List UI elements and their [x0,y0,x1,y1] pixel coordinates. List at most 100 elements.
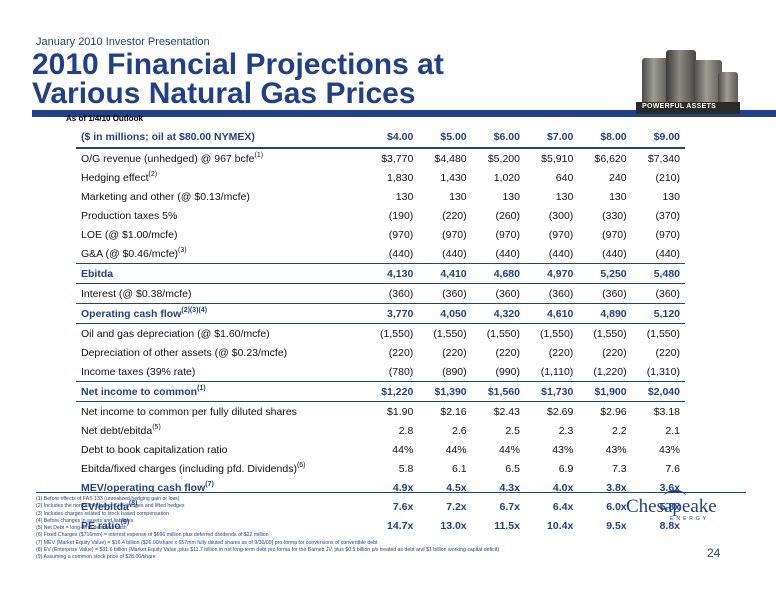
row-value: (970) [442,228,467,241]
footnote: (3) Includes charges related to stock ba… [36,510,169,517]
row-value: 5,120 [631,303,685,324]
can-graphic [642,58,668,106]
row-label-text: Hedging effect [81,171,149,184]
row-value: (220) [442,209,467,222]
footnote: (7) MEV (Market Equity Value) = $16.4 bi… [36,539,378,546]
row-value: $3,770 [381,152,414,165]
row-value: 44% [498,443,520,456]
row-value: 10.4x [547,519,574,532]
row-value: (780) [388,365,414,378]
row-value: (220) [388,346,414,359]
table-row: O/G revenue (unhedged) @ 967 bcfe(1) $3,7… [76,148,685,168]
row-value: 4.0x [552,481,574,494]
table-row: Production taxes 5% (190) (220) (260) (300) (… [76,206,685,225]
row-value: (440) [602,247,627,260]
row-value: (1,550) [646,327,680,340]
row-value: 44% [445,443,467,456]
row-label: Net income to common(1) [76,381,365,402]
can-graphic [666,50,696,106]
row-value: (1,550) [486,327,520,340]
footnote-ref: (2) [148,170,158,178]
row-value: 4,410 [418,263,472,284]
row-value: (1,550) [593,327,627,340]
price-header: $4.00 [364,126,419,149]
price-header: $9.00 [631,126,685,149]
table-row: Hedging effect(2) 1,830 1,430 1,020 640 240 (2… [76,168,685,187]
row-value: $1,220 [364,381,419,402]
row-value: 3.8x [606,481,627,494]
row-value: (970) [655,228,680,241]
row-value: 5.8x [659,500,680,513]
row-label-text: PE ratio [81,519,121,532]
row-value: 4.9x [392,481,414,494]
table-row: LOE (@ $1.00/mcfe) (970) (970) (970) (970) (9… [76,225,685,244]
row-value: $2,040 [631,381,685,402]
row-label: O/G revenue (unhedged) @ 967 bcfe(1) [76,148,365,168]
row-value: $2.96 [600,405,627,418]
row-value: 4,130 [364,263,419,284]
row-label: Ebitda [76,263,365,284]
logo-arc-icon [664,490,686,502]
footnote-ref: (3) [178,246,187,254]
row-value: 6.9 [558,462,574,475]
row-label: Production taxes 5% [76,206,365,225]
row-value: (360) [655,287,680,300]
row-value: (220) [495,346,520,359]
row-value: (330) [602,209,627,222]
footnote-ref: (2)(3)(4) [181,306,208,314]
row-value: (360) [495,287,520,300]
row-value: $2.16 [440,405,467,418]
table-row: Operating cash flow(2)(3)(4) 3,770 4,050 4,… [76,303,685,324]
row-label-text: Net income to common [81,385,198,398]
row-value: (370) [655,209,680,222]
table-row: Depreciation of other assets (@ $0.23/mc… [76,343,685,362]
row-value: (360) [602,287,627,300]
footnote: (4) Before changes in assets and liabili… [36,517,134,524]
footnote-ref: (8) [128,499,138,507]
row-value: 2.8 [398,424,414,437]
table-header-label: ($ in millions; oil at $80.00 NYMEX) [76,126,365,149]
row-value: 1,020 [493,171,520,184]
table-row: PE ratio(9) 14.7x 13.0x 11.5x 10.4x 9.5x 8.8x [76,516,685,535]
row-value: 130 [662,190,680,203]
row-value: 240 [609,171,627,184]
row-value: 2.1 [665,424,680,437]
footnotes: (1) Before effects of FAS 133 (unrealize… [36,496,636,562]
row-label: Marketing and other (@ $0.13/mcfe) [76,187,365,206]
row-value: $3.18 [653,405,680,418]
row-value: (440) [442,247,467,260]
row-value: 130 [449,190,467,203]
row-label-text: Interest (@ $0.38/mcfe) [81,287,192,300]
row-value: (890) [442,365,467,378]
table-row: Marketing and other (@ $0.13/mcfe) 130 130… [76,187,685,206]
financial-projections-table: ($ in millions; oil at $80.00 NYMEX) $4.… [76,126,685,535]
row-label-text: Net debt/ebitda [81,424,153,437]
table-row: Ebitda/fixed charges (including pfd. Div… [76,459,685,478]
table-row: Net income to common per fully diluted s… [76,402,685,422]
row-value: 5,250 [578,263,632,284]
title-line-2: Various Natural Gas Prices [32,77,416,110]
row-value: 2.3 [558,424,574,437]
row-label: Net income to common per fully diluted s… [76,402,365,422]
row-value: 9.5x [606,519,627,532]
row-value: 2.6 [452,424,467,437]
table-row: G&A (@ $0.46/mcfe)(3) (440) (440) (440) (440… [76,244,685,264]
presentation-label: January 2010 Investor Presentation [36,36,210,48]
row-value: 4,050 [418,303,472,324]
row-value: $5,910 [541,152,574,165]
title-line-1: 2010 Financial Projections at [32,48,444,81]
row-value: 5,480 [631,263,685,284]
row-value: 7.3 [612,462,627,475]
row-label-text: Operating cash flow [81,307,182,320]
row-value: 7.2x [446,500,467,513]
page-title: 2010 Financial Projections at Various Na… [32,48,444,110]
row-value: $6,620 [594,152,627,165]
row-label: Income taxes (39% rate) [76,362,365,382]
row-label-text: Net income to common per fully diluted s… [81,405,297,418]
row-value: (970) [602,228,627,241]
row-value: 4,320 [471,303,525,324]
row-value: (1,550) [380,327,414,340]
row-value: (440) [548,247,574,260]
row-label: G&A (@ $0.46/mcfe)(3) [76,244,365,264]
row-label: Operating cash flow(2)(3)(4) [76,303,365,324]
